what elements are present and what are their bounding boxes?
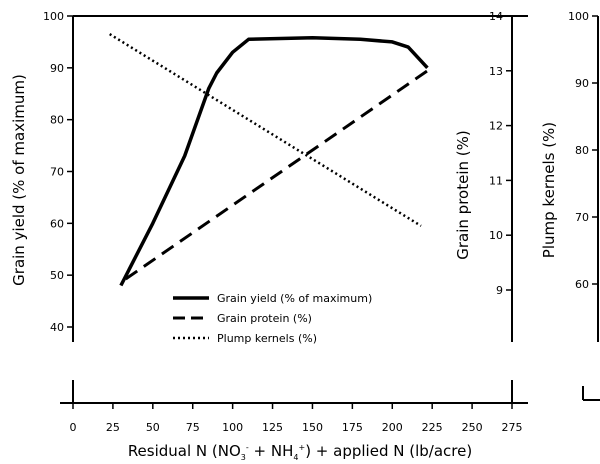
y2-tick-label: 12: [489, 120, 503, 133]
y3-tick-label: 100: [568, 10, 589, 23]
y-tick-label: 60: [50, 217, 64, 230]
x-tick-label: 100: [222, 421, 243, 434]
x-tick-label: 125: [262, 421, 283, 434]
y2-tick-label: 9: [496, 284, 503, 297]
x-tick-label: 175: [342, 421, 363, 434]
y-tick-label: 50: [50, 269, 64, 282]
x-tick-label: 75: [186, 421, 200, 434]
y-axis-label-yield: Grain yield (% of maximum): [10, 74, 28, 286]
x-tick-label: 225: [422, 421, 443, 434]
x-tick-label: 50: [146, 421, 160, 434]
x-tick-label: 25: [106, 421, 120, 434]
y3-tick-label: 70: [575, 211, 589, 224]
x-tick-label: 200: [382, 421, 403, 434]
legend: Grain yield (% of maximum) Grain protein …: [173, 292, 372, 345]
y-tick-label: 40: [50, 321, 64, 334]
x-tick-label: 275: [502, 421, 523, 434]
series-line-yield: [119, 36, 429, 287]
y2-tick-label: 14: [489, 10, 503, 23]
x-tick-label: 150: [302, 421, 323, 434]
series-line-yield: [109, 33, 422, 227]
x-tick-label: 0: [70, 421, 77, 434]
legend-label-yield: Plump kernels (%): [217, 332, 317, 345]
legend-label-protein: Grain protein (%): [217, 312, 312, 325]
series-line-protein: [124, 69, 429, 281]
y3-tick-label: 90: [575, 77, 589, 90]
y-tick-label: 90: [50, 62, 64, 75]
y-axis-label-plump: Plump kernels (%): [540, 122, 558, 258]
y3-tick-label: 60: [575, 278, 589, 291]
x-axis-label: Residual N (NO3- + NH4+) + applied N (lb…: [128, 442, 472, 462]
legend-label-yield: Grain yield (% of maximum): [217, 292, 372, 305]
y-tick-label: 70: [50, 166, 64, 179]
y2-tick-label: 10: [489, 229, 503, 242]
series-lines: [109, 33, 429, 287]
x-tick-label: 250: [462, 421, 483, 434]
y-axis-label-protein: Grain protein (%): [454, 130, 472, 259]
y2-tick-label: 11: [489, 174, 503, 187]
y2-tick-label: 13: [489, 65, 503, 78]
y-tick-label: 80: [50, 114, 64, 127]
y3-tick-label: 80: [575, 144, 589, 157]
y-tick-label: 100: [43, 10, 64, 23]
